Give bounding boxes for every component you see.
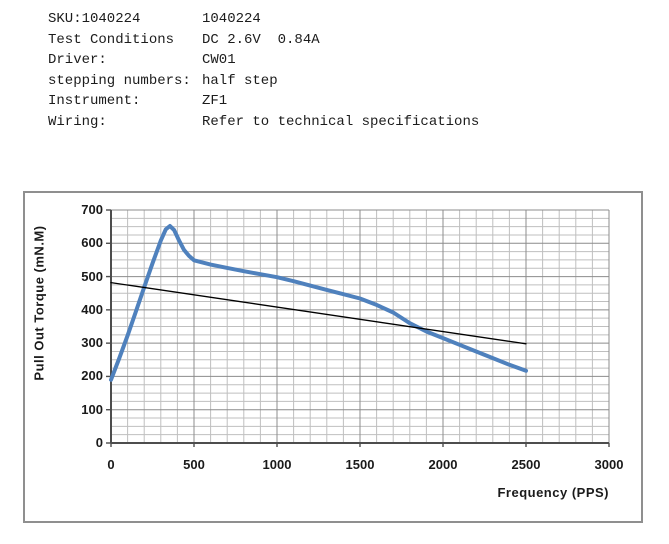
x-axis-title: Frequency (PPS)	[497, 485, 609, 500]
reference-line	[110, 281, 527, 345]
y-tick-label: 500	[81, 268, 103, 284]
y-tick-label: 200	[81, 368, 103, 384]
x-tick-label: 1000	[262, 457, 292, 472]
spec-value-sku: 1040224	[202, 11, 261, 27]
x-tick-label: 0	[107, 457, 115, 472]
spec-row-instrument: Instrument: ZF1	[48, 91, 479, 112]
spec-value-wiring: Refer to technical specifications	[202, 113, 480, 130]
y-tick-label: 100	[81, 401, 103, 417]
x-tick-label: 1500	[345, 457, 375, 472]
y-tick-label: 400	[81, 301, 103, 317]
spec-label-test-conditions: Test Conditions	[48, 31, 175, 48]
torque-chart: Pull Out Torque (mN.M) 0 100 200 300 400 500 6…	[23, 191, 643, 523]
y-tick-label: 0	[95, 435, 103, 450]
spec-label-stepping-numbers: stepping numbers:	[48, 72, 191, 89]
plot-area	[106, 209, 610, 447]
spec-row-wiring: Wiring: Refer to technical specification…	[48, 112, 479, 133]
y-axis-title: Pull Out Torque (mN.M)	[31, 225, 47, 381]
y-tick-label: 700	[81, 202, 103, 217]
spec-value-instrument: ZF1	[202, 93, 228, 109]
pull-out-torque-curve	[109, 224, 528, 382]
spec-block: SKU:1040224 1040224 Test Conditions DC 2…	[48, 9, 479, 132]
y-tick-label: 600	[81, 235, 103, 251]
y-tick-label: 300	[81, 335, 103, 351]
spec-value-driver: CW01	[202, 52, 236, 68]
spec-row-test-conditions: Test Conditions DC 2.6V 0.84A	[48, 30, 479, 51]
plot-svg	[106, 209, 610, 447]
x-tick-label: 3000	[594, 457, 624, 472]
spec-label-wiring: Wiring:	[48, 113, 107, 130]
spec-value-stepping-numbers: half step	[202, 72, 278, 89]
spec-row-driver: Driver: CW01	[48, 50, 479, 71]
x-tick-label: 2500	[511, 457, 541, 472]
x-tick-label: 500	[183, 457, 205, 472]
spec-value-test-conditions: DC 2.6V 0.84A	[202, 31, 320, 48]
spec-label-instrument: Instrument:	[48, 93, 141, 109]
x-tick-label: 2000	[428, 457, 458, 472]
spec-label-sku: SKU:1040224	[48, 11, 141, 27]
spec-row-stepping-numbers: stepping numbers: half step	[48, 71, 479, 92]
spec-label-driver: Driver:	[48, 52, 107, 68]
spec-row-sku: SKU:1040224 1040224	[48, 9, 479, 30]
